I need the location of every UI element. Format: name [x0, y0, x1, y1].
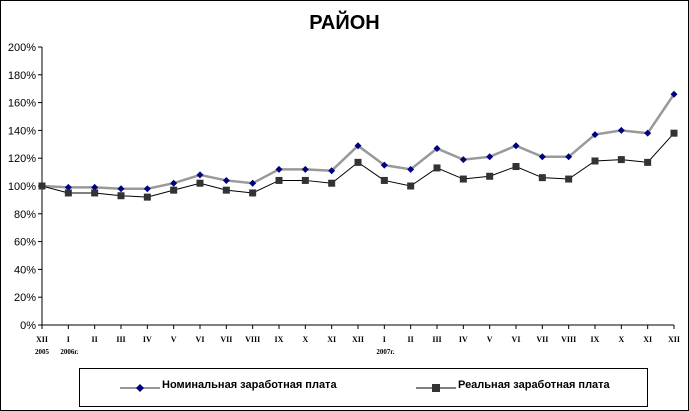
point-nominal — [512, 142, 520, 150]
legend-label-nominal: Номинальная заработная плата — [162, 379, 337, 391]
point-nominal — [196, 171, 204, 179]
x-tick-label: VIII — [245, 335, 260, 344]
x-tick-label: XII — [668, 335, 680, 344]
legend-label-real: Реальная заработная плата — [458, 379, 610, 391]
legend: Номинальная заработная плата Реальная за… — [79, 368, 648, 407]
x-tick-label: II — [92, 335, 98, 344]
y-tick-label: 80% — [14, 209, 36, 221]
x-tick-label: VII — [220, 335, 232, 344]
point-nominal — [64, 183, 72, 191]
x-tick-label: III — [116, 335, 125, 344]
legend-swatch-nominal — [120, 384, 160, 392]
x-tick-label: X — [302, 335, 308, 344]
x-tick-label: IX — [591, 335, 600, 344]
y-tick-label: 120% — [8, 153, 36, 165]
y-tick-label: 60% — [14, 237, 36, 249]
x-tick-label: V — [171, 335, 177, 344]
x-tick-label: I — [67, 335, 70, 344]
point-real — [117, 192, 125, 200]
chart-title: РАЙОН — [309, 12, 380, 34]
point-nominal — [275, 165, 283, 173]
point-nominal — [91, 183, 99, 191]
x-tick-label: II — [408, 335, 414, 344]
x-year-label: 2005 — [35, 348, 50, 356]
point-real — [591, 157, 599, 165]
point-real — [380, 176, 388, 184]
x-year-label: 2006г. — [60, 348, 78, 356]
point-nominal — [407, 165, 415, 173]
point-nominal — [591, 131, 599, 139]
point-nominal — [670, 90, 678, 98]
point-nominal — [222, 176, 230, 184]
x-tick-label: IX — [275, 335, 284, 344]
x-tick-label: XI — [327, 335, 336, 344]
point-real — [328, 179, 336, 187]
point-nominal — [565, 153, 573, 161]
x-tick-label: I — [383, 335, 386, 344]
point-real — [196, 179, 204, 187]
point-nominal — [170, 179, 178, 187]
point-nominal — [644, 129, 652, 137]
point-nominal — [380, 161, 388, 169]
y-tick-label: 200% — [8, 42, 36, 54]
x-tick-label: VII — [536, 335, 548, 344]
point-nominal — [143, 185, 151, 193]
series-line-nominal — [41, 93, 676, 191]
x-tick-label: XI — [643, 335, 652, 344]
y-tick-label: 140% — [8, 125, 36, 137]
point-real — [617, 156, 625, 164]
point-nominal — [328, 167, 336, 175]
point-nominal — [538, 153, 546, 161]
point-real — [143, 193, 151, 201]
point-nominal — [117, 185, 125, 193]
y-tick-label: 100% — [8, 181, 36, 193]
point-real — [170, 186, 178, 194]
point-nominal — [354, 142, 362, 150]
y-tick-label: 40% — [14, 264, 36, 276]
x-tick-label: IV — [459, 335, 468, 344]
point-real — [249, 189, 257, 197]
point-real — [459, 175, 467, 183]
x-tick-label: VIII — [561, 335, 576, 344]
point-real — [407, 182, 415, 190]
x-tick-label: XII — [352, 335, 364, 344]
point-real — [644, 158, 652, 166]
point-real — [433, 164, 441, 172]
x-tick-label: XII — [36, 335, 48, 344]
point-real — [565, 175, 573, 183]
point-real — [222, 186, 230, 194]
point-nominal — [459, 156, 467, 164]
point-real — [275, 176, 283, 184]
point-real — [512, 163, 520, 171]
legend-swatch-real — [416, 384, 456, 392]
point-real — [670, 129, 678, 137]
x-tick-label: VI — [196, 335, 205, 344]
point-real — [354, 158, 362, 166]
y-tick-label: 20% — [14, 292, 36, 304]
x-tick-label: IV — [143, 335, 152, 344]
point-real — [301, 176, 309, 184]
point-real — [538, 174, 546, 182]
y-tick-label: 180% — [8, 70, 36, 82]
point-nominal — [433, 144, 441, 152]
y-tick-label: 160% — [8, 98, 36, 110]
point-nominal — [617, 126, 625, 134]
point-nominal — [486, 153, 494, 161]
x-tick-label: VI — [512, 335, 521, 344]
point-nominal — [301, 165, 309, 173]
x-tick-label: V — [487, 335, 493, 344]
point-real — [38, 182, 46, 190]
point-real — [91, 189, 99, 197]
point-real — [486, 172, 494, 180]
x-tick-label: III — [432, 335, 441, 344]
point-nominal — [249, 179, 257, 187]
y-tick-label: 0% — [20, 320, 36, 332]
x-tick-label: X — [618, 335, 624, 344]
point-real — [64, 189, 72, 197]
x-year-label: 2007г. — [376, 348, 394, 356]
